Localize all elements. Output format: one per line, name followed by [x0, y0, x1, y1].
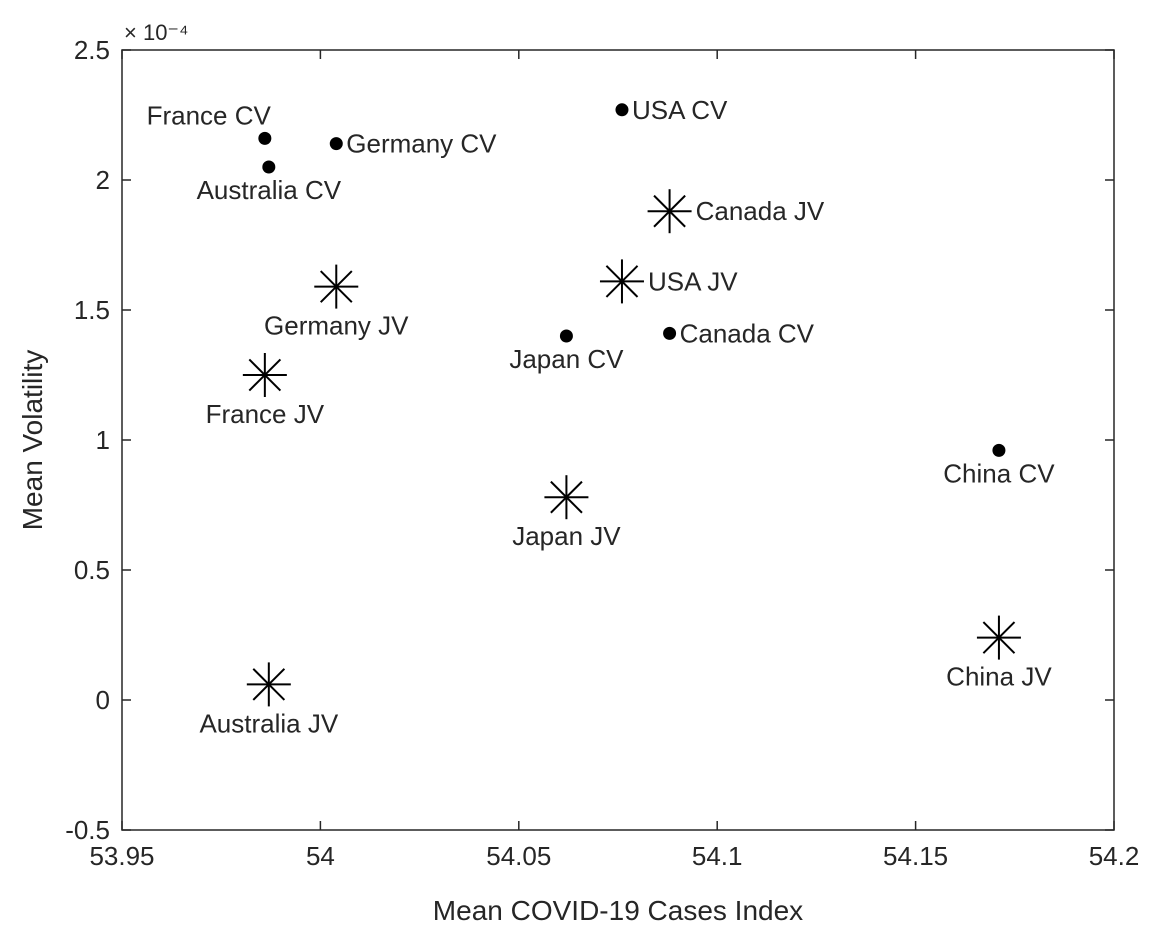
point-label-france-jv: France JV [206, 399, 325, 429]
point-label-usa-cv: USA CV [632, 95, 728, 125]
x-axis-label: Mean COVID-19 Cases Index [433, 895, 803, 926]
x-tick-label: 54.2 [1089, 841, 1140, 871]
point-france-jv [242, 353, 287, 397]
point-japan-cv [559, 329, 573, 343]
y-scale-multiplier: × 10⁻⁴ [124, 20, 189, 45]
point-germany-jv [314, 264, 359, 309]
point-japan-jv [544, 475, 589, 520]
point-australia-cv [262, 160, 276, 174]
point-china-cv [992, 443, 1006, 457]
point-label-germany-cv: Germany CV [346, 129, 497, 159]
y-tick-label: -0.5 [65, 815, 110, 845]
y-tick-label: 1.5 [74, 295, 110, 325]
point-label-japan-cv: Japan CV [509, 344, 624, 374]
axis-ticks: 53.95 54 54.05 54.1 54.15 54.2 -0.5 0 0.5 1 1.5 2 2.… [65, 35, 1139, 871]
point-canada-cv [663, 326, 677, 340]
point-china-jv [976, 615, 1021, 660]
x-tick-label: 54.1 [692, 841, 743, 871]
point-label-france-cv: France CV [147, 100, 272, 130]
point-usa-jv [599, 259, 644, 304]
point-label-australia-jv: Australia JV [199, 708, 338, 738]
y-tick-label: 2.5 [74, 35, 110, 65]
y-tick-label: 0.5 [74, 555, 110, 585]
point-canada-jv [647, 189, 692, 234]
point-label-canada-cv: Canada CV [680, 318, 815, 348]
y-axis-label: Mean Volatility [17, 350, 48, 531]
x-tick-label: 54.05 [486, 841, 551, 871]
point-france-cv [258, 131, 272, 145]
y-tick-label: 0 [96, 685, 110, 715]
plot-area [121, 49, 1115, 831]
x-tick-label: 54 [306, 841, 335, 871]
point-germany-cv [329, 137, 343, 151]
point-label-germany-jv: Germany JV [264, 311, 409, 341]
y-tick-label: 1 [96, 425, 110, 455]
x-tick-label: 53.95 [89, 841, 154, 871]
point-label-china-jv: China JV [946, 662, 1052, 692]
y-tick-label: 2 [96, 165, 110, 195]
point-label-china-cv: China CV [943, 458, 1055, 488]
point-label-japan-jv: Japan JV [512, 521, 621, 551]
point-usa-cv [615, 103, 629, 117]
x-tick-label: 54.15 [883, 841, 948, 871]
point-label-canada-jv: Canada JV [696, 196, 825, 226]
point-label-usa-jv: USA JV [648, 266, 738, 296]
point-label-australia-cv: Australia CV [197, 175, 342, 205]
point-australia-jv [246, 662, 291, 707]
